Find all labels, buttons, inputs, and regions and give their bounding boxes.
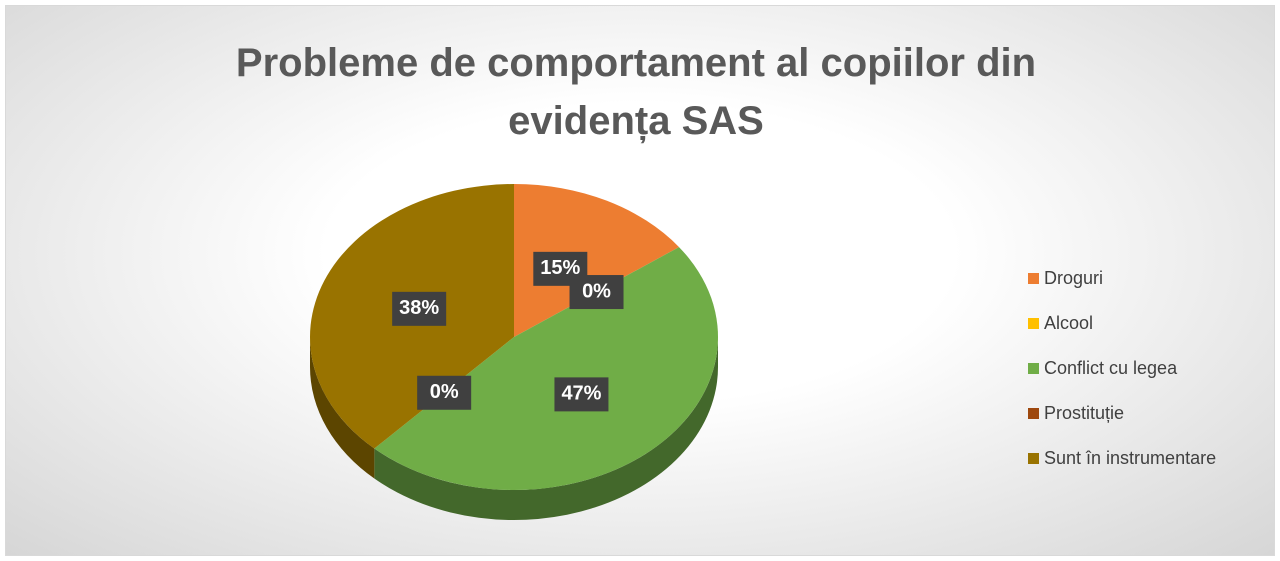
legend-swatch: [1028, 453, 1039, 464]
legend-label: Droguri: [1044, 268, 1104, 288]
legend-label: Prostituție: [1044, 403, 1125, 423]
slice: [374, 247, 719, 491]
data-label-box: [417, 375, 472, 410]
legend-swatch: [1028, 408, 1039, 419]
legend-swatch: [1028, 318, 1039, 329]
chart-title: Probleme de comportament al copiilor din…: [235, 41, 1037, 143]
data-label: 15%: [540, 257, 580, 279]
legend-item: Droguri: [1028, 256, 1216, 301]
chart: Probleme de comportament al copiilor din…: [5, 5, 1275, 556]
legend-swatch: [1028, 273, 1039, 284]
legend: Droguri Alcool Conflict cu legea Prostituți…: [1028, 256, 1216, 481]
slice-side: [374, 337, 718, 520]
slice-side: [310, 337, 375, 479]
legend-item: Prostituție: [1028, 391, 1216, 436]
data-label-box: [392, 291, 447, 326]
data-label: 38%: [399, 297, 439, 319]
data-label-box: [569, 275, 624, 310]
legend-label: Sunt în instrumentare: [1044, 448, 1217, 468]
legend-label: Conflict cu legea: [1044, 358, 1178, 378]
slice: [514, 184, 680, 337]
legend-item: Alcool: [1028, 301, 1216, 346]
data-label-box: [554, 377, 609, 412]
legend-swatch: [1028, 363, 1039, 374]
legend-item: Sunt în instrumentare: [1028, 436, 1216, 481]
data-label: 0%: [582, 280, 611, 302]
legend-label: Alcool: [1044, 313, 1094, 333]
data-label: 47%: [561, 383, 601, 405]
pie: 15%0%47%0%38%: [310, 184, 719, 520]
legend-item: Conflict cu legea: [1028, 346, 1216, 391]
data-label: 0%: [430, 381, 459, 403]
